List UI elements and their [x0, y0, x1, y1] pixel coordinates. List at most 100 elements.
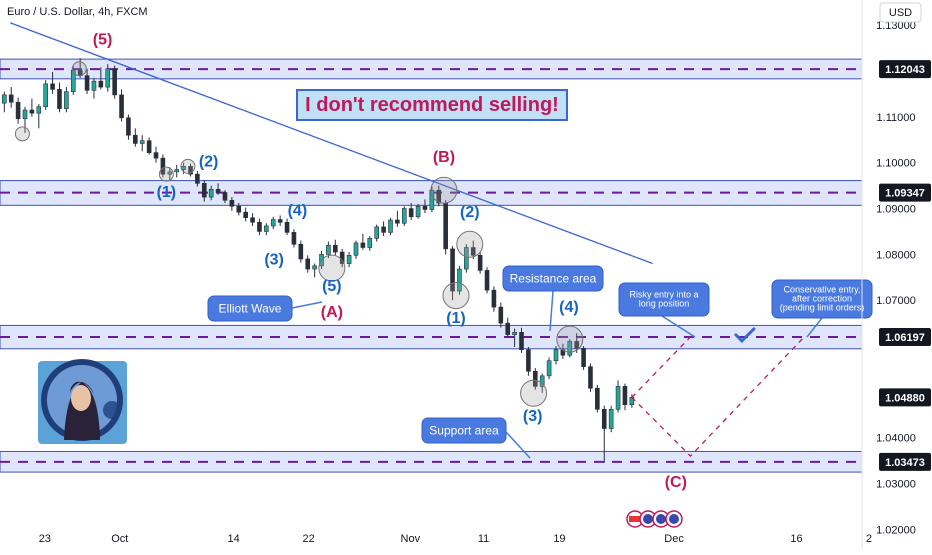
- conservative-entry-label-box: [771, 279, 873, 319]
- price-level-label: 1.12043: [885, 64, 925, 76]
- candle-down: [298, 243, 304, 260]
- x-tick-label: Oct: [111, 533, 128, 545]
- price-level-label: 1.06197: [885, 332, 925, 344]
- candle-down: [443, 202, 448, 250]
- candle-down: [601, 408, 607, 429]
- candle-up: [43, 83, 48, 108]
- candle-down: [526, 349, 531, 372]
- price-level-label: 1.09347: [885, 188, 925, 200]
- candle-down: [201, 183, 207, 198]
- main-note: I don't recommend selling!: [305, 94, 559, 116]
- candle-up: [181, 166, 186, 170]
- currency-label: USD: [889, 7, 912, 19]
- candle-up: [615, 386, 621, 410]
- y-tick-label: 1.03000: [876, 479, 916, 491]
- candle-down: [229, 199, 235, 207]
- x-tick-label: 23: [39, 533, 51, 545]
- price-level-badge: [879, 328, 931, 347]
- candle-down: [581, 348, 586, 367]
- candle-down: [595, 387, 600, 410]
- y-tick-label: 1.08000: [876, 249, 916, 261]
- candle-down: [381, 226, 386, 233]
- support-label-text: Support area: [429, 424, 499, 438]
- x-tick-label: 19: [553, 533, 565, 545]
- candle-up: [457, 268, 462, 292]
- pivot-circle: [14, 126, 30, 142]
- candle-down: [215, 188, 221, 193]
- pivot-circle: [556, 325, 584, 353]
- trendline[interactable]: [10, 22, 653, 265]
- risky-entry-path: [631, 336, 691, 398]
- candle-up: [312, 265, 317, 270]
- risky-entry-label-box: [618, 282, 710, 317]
- logo-badge: [38, 359, 127, 444]
- zones-layer: [0, 58, 863, 473]
- candle-down: [498, 306, 504, 324]
- candle-up: [374, 226, 379, 239]
- resistance-label-box: [502, 265, 604, 292]
- pivot-circle: [456, 230, 484, 258]
- candle-down: [119, 94, 124, 119]
- support-label-pointer: [505, 431, 531, 459]
- candle-up: [105, 68, 111, 88]
- pivot-circle: [158, 166, 174, 182]
- price-level-badge: [879, 183, 931, 202]
- candle-down: [222, 192, 228, 201]
- y-tick-label: 1.02000: [876, 524, 916, 536]
- candle-up: [167, 171, 173, 175]
- candle-up: [36, 106, 42, 114]
- candle-up: [464, 247, 469, 270]
- candle-down: [257, 221, 262, 232]
- candles-layer: [2, 58, 635, 463]
- candle-up: [429, 189, 435, 210]
- candle-up: [546, 360, 552, 377]
- candle-up: [367, 238, 373, 248]
- wave-label: (A): [321, 304, 343, 321]
- y-tick-label: 1.04000: [876, 433, 916, 445]
- current-price-label: 1.04880: [885, 392, 925, 404]
- candle-up: [415, 205, 421, 218]
- candle-down: [484, 270, 490, 291]
- candle-up: [567, 341, 573, 356]
- y-tick-label: 1.10000: [876, 158, 916, 170]
- candle-down: [243, 211, 248, 219]
- risky-entry-label-pointer: [661, 315, 696, 338]
- y-tick-label: 1.11000: [877, 112, 916, 124]
- candle-up: [346, 254, 352, 264]
- pivot-circle: [71, 61, 87, 77]
- candle-down: [622, 386, 628, 406]
- wave-label: (5): [322, 278, 342, 295]
- candle-down: [57, 89, 62, 109]
- events-icons[interactable]: [626, 510, 683, 528]
- candle-down: [29, 109, 35, 114]
- resistance-label-pointer: [549, 290, 554, 332]
- candle-up: [208, 188, 214, 198]
- candle-down: [422, 205, 428, 210]
- candle-up: [608, 408, 614, 429]
- candle-down: [284, 221, 290, 233]
- candle-up: [553, 349, 559, 362]
- pivot-circle: [520, 379, 548, 407]
- candle-down: [160, 157, 166, 175]
- conservative-entry-label-text: (pending limit orders): [780, 303, 865, 313]
- check-icon: [734, 327, 756, 343]
- candle-up: [70, 69, 76, 92]
- candle-down: [470, 247, 476, 256]
- candle-up: [388, 219, 393, 233]
- candle-up: [353, 242, 359, 256]
- x-tick-label: 11: [478, 533, 489, 545]
- x-tick-label: 22: [302, 533, 314, 545]
- candle-down: [574, 341, 579, 349]
- candle-up: [401, 208, 407, 224]
- wave-label: (1): [446, 310, 466, 327]
- candle-down: [477, 254, 483, 271]
- wave-label: (3): [264, 251, 284, 268]
- candle-up: [326, 244, 331, 255]
- elliott-wave-label-box: [207, 295, 293, 322]
- conservative-entry-label-text: Conservative entry,: [784, 285, 861, 295]
- risky-entry-label-text: Risky entry into a: [629, 290, 698, 300]
- currency-button[interactable]: USD: [879, 2, 922, 23]
- candle-down: [153, 152, 159, 159]
